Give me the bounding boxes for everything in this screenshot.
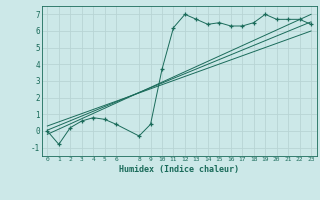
X-axis label: Humidex (Indice chaleur): Humidex (Indice chaleur) bbox=[119, 165, 239, 174]
